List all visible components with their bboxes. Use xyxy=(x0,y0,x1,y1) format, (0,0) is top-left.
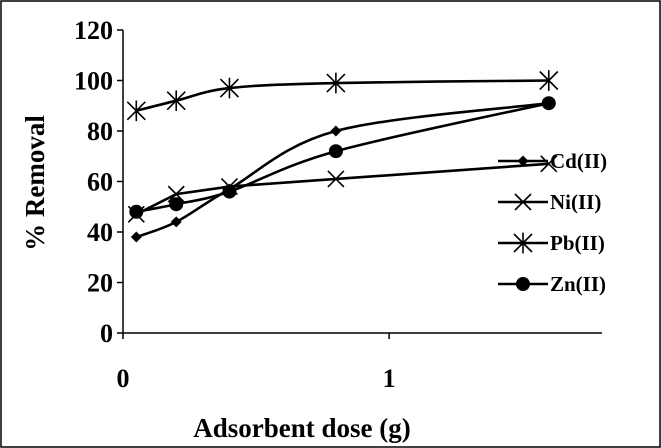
legend-marker-zn-ii xyxy=(516,277,530,291)
x-tick-label: 1 xyxy=(383,364,396,393)
data-point-pb-ii xyxy=(219,77,240,99)
y-tick-label: 120 xyxy=(74,16,113,45)
legend-label-zn-ii: Zn(II) xyxy=(550,272,606,296)
legend-marker-pb-ii xyxy=(513,232,533,254)
legend-label-cd-ii: Cd(II) xyxy=(550,149,607,173)
data-point-pb-ii xyxy=(166,90,186,112)
data-point-cd-ii xyxy=(330,125,342,137)
data-point-zn-ii xyxy=(328,144,343,159)
data-point-pb-ii xyxy=(326,72,346,94)
legend-item-ni-ii: Ni(II) xyxy=(498,190,601,214)
y-tick-label: 80 xyxy=(87,117,113,146)
axes-layer: 0 20 40 60 80 100 120 0 1 xyxy=(74,16,602,393)
series-line-pb-ii xyxy=(135,79,549,113)
legend-item-zn-ii: Zn(II) xyxy=(498,272,606,296)
series-layer xyxy=(126,70,559,243)
y-tick-label: 40 xyxy=(87,218,113,247)
data-point-pb-ii xyxy=(539,70,559,91)
data-point-zn-ii xyxy=(541,96,556,111)
y-tick-label: 20 xyxy=(87,269,113,298)
data-point-zn-ii xyxy=(169,197,184,212)
y-tick-label: 100 xyxy=(74,67,113,96)
data-point-cd-ii xyxy=(170,216,182,228)
y-tick-label: 60 xyxy=(87,168,113,197)
legend-item-pb-ii: Pb(II) xyxy=(498,231,605,255)
series-zn-ii xyxy=(129,96,556,219)
legend-label-pb-ii: Pb(II) xyxy=(550,231,605,255)
data-point-cd-ii xyxy=(130,231,142,243)
series-pb-ii xyxy=(126,70,559,122)
data-point-zn-ii xyxy=(222,184,237,199)
legend-marker-cd-ii xyxy=(517,155,529,167)
data-point-pb-ii xyxy=(126,100,146,122)
data-point-ni-ii xyxy=(167,185,185,203)
legend-item-cd-ii: Cd(II) xyxy=(498,149,607,173)
data-point-ni-ii xyxy=(540,155,558,173)
data-point-zn-ii xyxy=(129,204,144,219)
x-axis-title: Adsorbent dose (g) xyxy=(193,413,411,443)
legend: Cd(II) Ni(II) Pb(II) Zn(II) xyxy=(498,149,607,296)
x-tick-label: 0 xyxy=(117,364,130,393)
legend-marker-ni-ii xyxy=(514,193,532,211)
y-axis-title: % Removal xyxy=(20,115,50,251)
data-point-ni-ii xyxy=(327,170,345,188)
y-tick-label: 0 xyxy=(100,319,113,348)
legend-label-ni-ii: Ni(II) xyxy=(550,190,601,214)
